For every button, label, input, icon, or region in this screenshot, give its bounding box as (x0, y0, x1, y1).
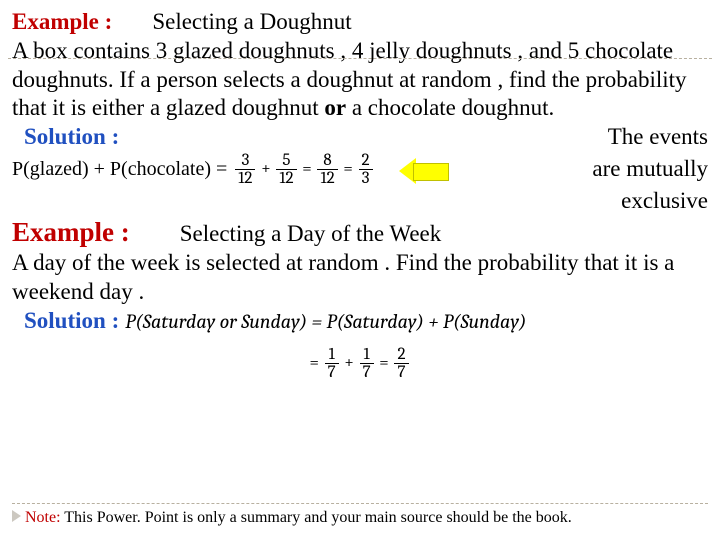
example2-solution-row: Solution : P(Saturday or Sunday) = P(Sat… (12, 307, 708, 336)
example2-formula: P(Saturday or Sunday) = P(Saturday) + P(… (125, 309, 526, 334)
example2-body: A day of the week is selected at random … (12, 249, 708, 307)
example1-title: Selecting a Doughnut (152, 8, 351, 37)
example1-text-part2: a chocolate doughnut. (346, 95, 554, 120)
example2-equation: = 17 + 17 = 27 (12, 346, 708, 381)
note-line3: exclusive (12, 187, 708, 216)
note-line2: are mutually (592, 155, 708, 184)
note-line1: The events (608, 123, 708, 152)
example1-solution-row: Solution : The events (12, 123, 708, 152)
arrow-icon (399, 155, 449, 184)
solution-label-2: Solution : (24, 307, 119, 336)
equation-left: P(glazed) + P(chocolate) = (12, 157, 227, 182)
equation-fractions: 312 + 512 = 812 = 23 (233, 152, 374, 187)
play-icon (12, 510, 21, 522)
example1-label: Example : (12, 8, 112, 37)
example2-header: Example : Selecting a Day of the Week (12, 216, 708, 250)
footer-text: This Power. Point is only a summary and … (61, 509, 572, 526)
footer: Note: This Power. Point is only a summar… (12, 503, 708, 528)
example1-header: Example : Selecting a Doughnut (12, 8, 708, 37)
or-word: or (324, 95, 346, 120)
example1-body: A box contains 3 glazed doughnuts , 4 je… (12, 37, 708, 123)
example1-equation-row: P(glazed) + P(chocolate) = 312 + 512 = 8… (12, 152, 708, 187)
example2-label: Example : (12, 216, 130, 250)
example2-title: Selecting a Day of the Week (180, 220, 442, 249)
solution-label-1: Solution : (12, 123, 119, 152)
note-label: Note: (25, 509, 61, 526)
